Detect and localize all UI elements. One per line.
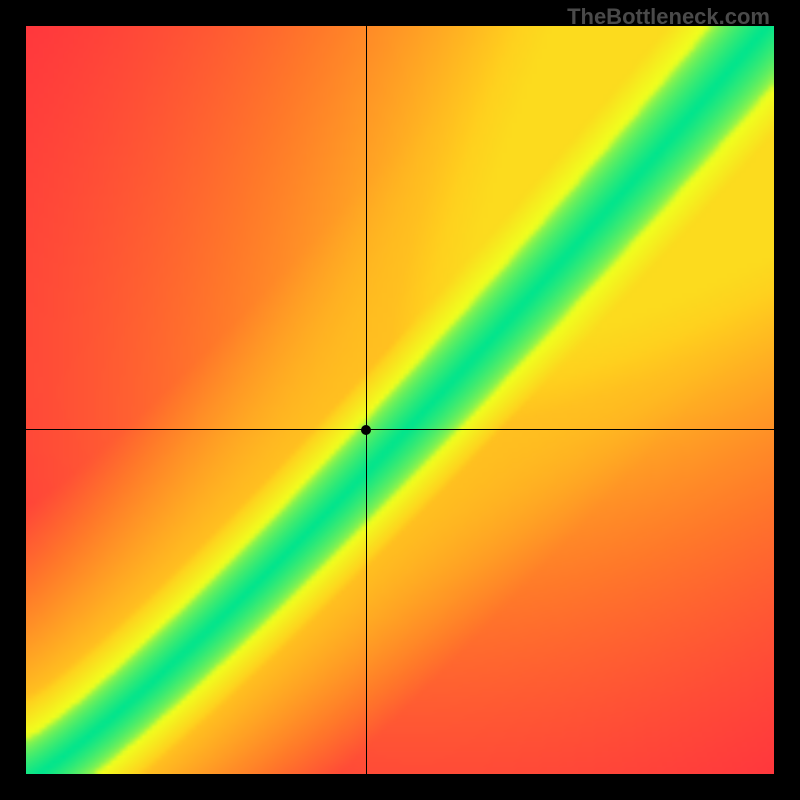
heatmap-canvas	[26, 26, 774, 774]
crosshair-vertical	[366, 26, 367, 774]
crosshair-horizontal	[26, 429, 774, 430]
watermark-text: TheBottleneck.com	[567, 4, 770, 30]
heatmap-plot	[26, 26, 774, 774]
